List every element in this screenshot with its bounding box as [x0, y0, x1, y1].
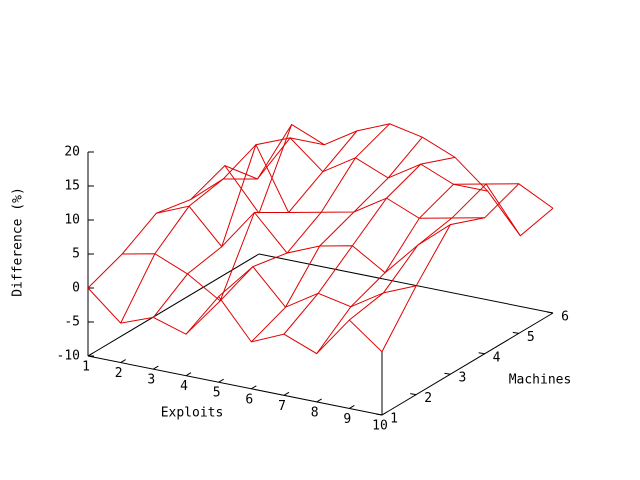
y-tick — [410, 393, 417, 396]
surface-line — [258, 123, 554, 237]
x-tick-label: 4 — [180, 379, 188, 394]
surface-line — [250, 136, 423, 343]
y-tick-label: 6 — [561, 310, 569, 325]
x-tick — [185, 372, 192, 377]
surface-line — [283, 156, 456, 335]
x-tick-label: 10 — [372, 419, 388, 434]
x-tick-label: 8 — [311, 405, 319, 420]
x-axis-label: Exploits — [161, 406, 224, 421]
surface-line — [316, 183, 488, 354]
surface-line — [120, 124, 293, 324]
x-tick — [349, 405, 355, 409]
surface-line — [349, 183, 521, 321]
surface-line — [185, 130, 358, 335]
z-tick-label: 15 — [64, 179, 80, 194]
y-tick-label: 1 — [390, 412, 398, 427]
base-edge — [87, 253, 260, 357]
x-tick-label: 6 — [245, 392, 253, 407]
x-axis — [87, 355, 383, 416]
y-tick-label: 5 — [527, 330, 535, 345]
surface-line — [156, 205, 451, 274]
x-tick-label: 3 — [147, 373, 155, 388]
y-tick — [375, 413, 383, 416]
y-tick — [478, 352, 485, 355]
surface-line — [218, 123, 391, 297]
z-tick-label: 20 — [64, 145, 80, 160]
y-tick-label: 4 — [493, 350, 501, 365]
surface-line — [87, 287, 383, 355]
z-tick-label: -10 — [57, 349, 80, 364]
x-tick — [381, 411, 388, 416]
y-axis-label: Machines — [509, 373, 572, 388]
surface-line — [87, 164, 260, 289]
x-tick-label: 7 — [278, 399, 286, 414]
z-tick-label: 5 — [72, 247, 80, 262]
z-tick-label: 10 — [64, 213, 80, 228]
y-tick-label: 2 — [424, 391, 432, 406]
x-tick — [316, 398, 322, 403]
y-tick — [444, 372, 451, 375]
x-tick — [120, 359, 126, 363]
x-tick-label: 2 — [115, 366, 123, 381]
surface-line — [152, 137, 325, 318]
x-tick-label: 1 — [82, 360, 90, 375]
x-tick-label: 5 — [213, 386, 221, 401]
y-tick-label: 3 — [458, 371, 466, 386]
z-tick-label: 0 — [72, 281, 80, 296]
y-axis — [381, 312, 554, 416]
base-edge — [258, 253, 554, 314]
x-tick — [283, 391, 290, 396]
surface-line — [122, 253, 417, 308]
x-tick — [153, 365, 159, 370]
x-tick — [251, 385, 257, 390]
x-tick — [218, 378, 224, 383]
surface-line — [381, 183, 554, 352]
x-tick-label: 9 — [343, 412, 351, 427]
z-axis-label: Difference (%) — [11, 187, 26, 297]
x-tick — [87, 352, 94, 357]
surface-line — [224, 137, 519, 185]
y-tick — [512, 331, 519, 334]
z-tick-label: -5 — [64, 315, 80, 330]
y-tick — [546, 311, 554, 314]
surface-line — [190, 143, 485, 219]
